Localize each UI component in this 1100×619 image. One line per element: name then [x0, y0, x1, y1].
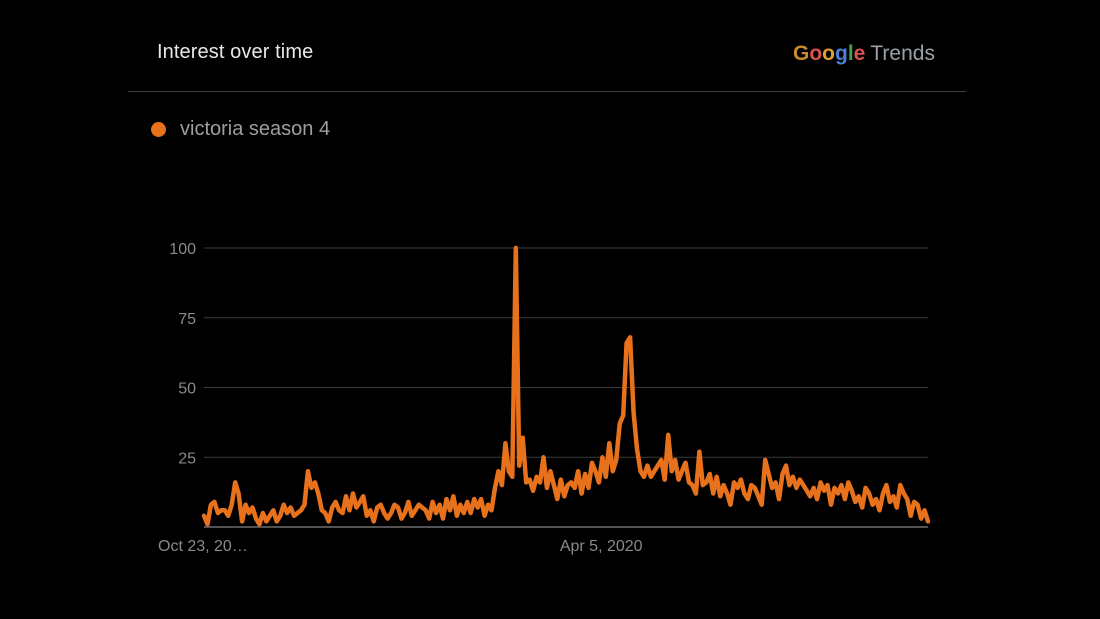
brand-letter: G: [793, 42, 810, 65]
y-tick-label: 75: [178, 311, 196, 328]
x-tick-label: Oct 23, 20…: [158, 538, 248, 555]
trends-wordmark: Trends: [870, 42, 935, 65]
header-divider: [128, 91, 966, 92]
y-tick-label: 50: [178, 381, 196, 398]
brand-letter: e: [853, 42, 866, 65]
series-line-victoria-season-4[interactable]: [201, 245, 931, 527]
legend-label: victoria season 4: [180, 118, 331, 140]
x-tick-label: Apr 5, 2020: [560, 538, 643, 555]
google-trends-logo[interactable]: Google Trends: [793, 42, 935, 66]
y-tick-label: 100: [169, 241, 196, 258]
brand-letter: g: [835, 42, 848, 65]
brand-letter: o: [809, 42, 823, 65]
chart-title: Interest over time: [157, 41, 314, 63]
legend: victoria season 4: [151, 118, 330, 141]
brand-letter: o: [822, 42, 835, 65]
brand-letter: l: [847, 42, 854, 65]
google-wordmark: Google: [793, 42, 865, 65]
y-tick-label: 25: [178, 450, 196, 467]
legend-marker-icon: [151, 122, 166, 137]
